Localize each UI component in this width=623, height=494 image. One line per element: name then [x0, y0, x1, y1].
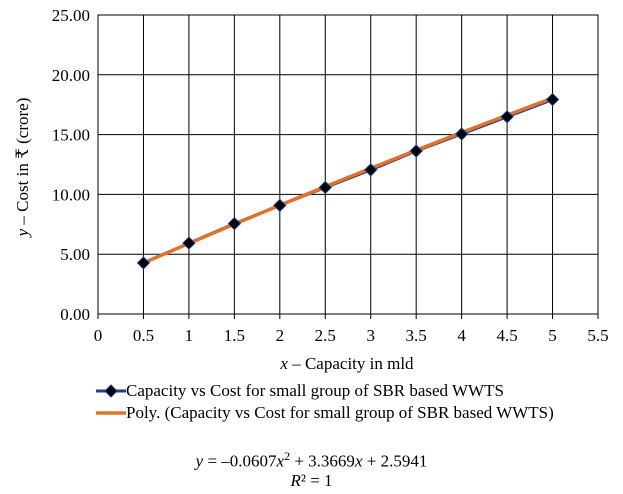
series-line-poly-trendline	[142, 96, 554, 265]
x-axis-title: x – Capacity in mld	[279, 354, 414, 373]
x-tick-label: 3.5	[406, 326, 427, 345]
legend-swatch-series-2	[96, 411, 126, 415]
equation-line: y = –0.0607x2 + 3.3669x + 2.5941	[195, 449, 428, 471]
x-tick-label: 5	[548, 326, 557, 345]
r-squared: R² = 1	[290, 470, 333, 490]
x-tick-label: 5.5	[587, 326, 608, 345]
trendline-equation: y = –0.0607x2 + 3.3669x + 2.5941 R² = 1	[0, 447, 623, 490]
legend-entry-series-1: Capacity vs Cost for small group of SBR …	[96, 380, 554, 402]
x-tick-label: 4.5	[496, 326, 517, 345]
x-tick-label: 3	[366, 326, 375, 345]
x-tick-label: 0	[94, 326, 103, 345]
legend-label-series-1: Capacity vs Cost for small group of SBR …	[126, 381, 504, 400]
y-tick-label: 5.00	[60, 245, 90, 264]
data-point-marker	[454, 127, 469, 141]
y-tick-labels: 0.00 5.00 10.00 15.00 20.00 25.00	[52, 6, 90, 324]
y-tick-label: 10.00	[52, 185, 90, 204]
x-tick-label: 2	[276, 326, 285, 345]
series-layer	[136, 92, 560, 270]
data-point-marker	[182, 236, 196, 250]
plot-border	[97, 14, 599, 315]
plot-area	[97, 14, 599, 315]
data-point-marker	[318, 180, 332, 195]
x-tick-label: 1.5	[224, 326, 245, 345]
data-point-marker	[545, 92, 560, 107]
y-axis-title: y – Cost in ₹ (crore)	[13, 98, 32, 239]
data-point-marker	[500, 110, 514, 124]
x-tick-label: 1	[185, 326, 194, 345]
y-tick-label: 0.00	[60, 305, 90, 324]
y-tick-label: 20.00	[52, 66, 90, 85]
x-tick-label: 2.5	[315, 326, 336, 345]
data-point-marker	[227, 216, 242, 231]
data-point-marker	[364, 163, 378, 177]
y-tick-label: 15.00	[52, 126, 90, 145]
legend-entry-series-2: Poly. (Capacity vs Cost for small group …	[96, 402, 554, 424]
legend: Capacity vs Cost for small group of SBR …	[96, 380, 554, 424]
x-tick-labels: 0 0.5 1 1.5 2 2.5 3 3.5 4 4.5 5 5.5	[94, 326, 609, 345]
data-point-marker	[273, 198, 287, 213]
x-tick-label: 0.5	[133, 326, 154, 345]
x-tick-label: 4	[457, 326, 466, 345]
grid	[97, 14, 599, 319]
data-point-marker	[409, 144, 423, 158]
legend-label-series-2: Poly. (Capacity vs Cost for small group …	[126, 403, 554, 422]
legend-swatch-series-1	[96, 384, 126, 398]
y-tick-label: 25.00	[52, 6, 90, 25]
data-point-marker	[136, 256, 151, 270]
